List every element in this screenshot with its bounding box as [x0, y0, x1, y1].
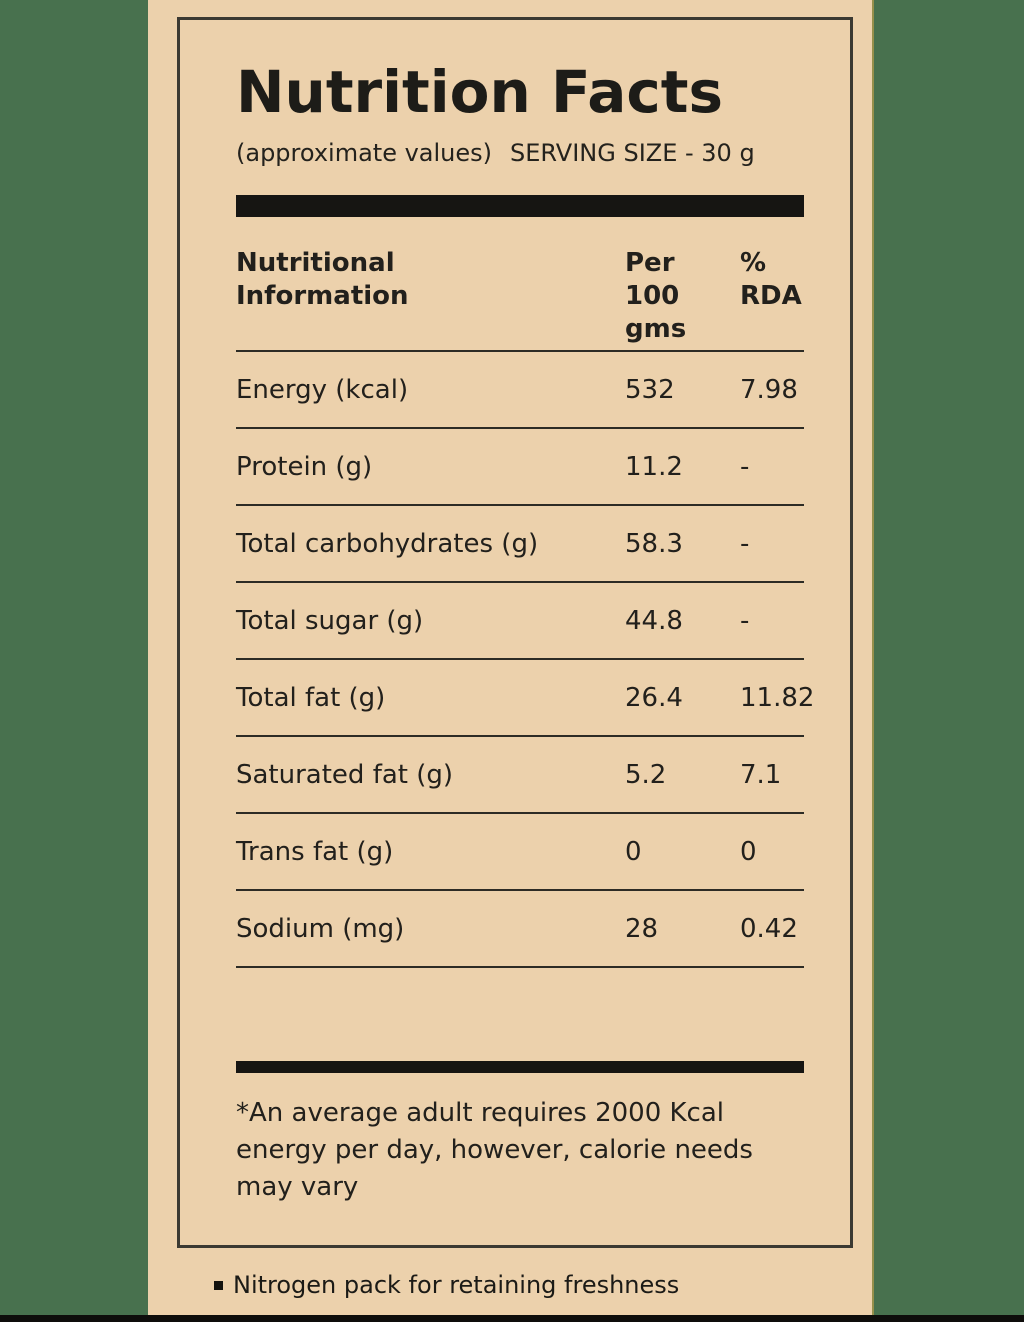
rda-value: 7.1 [740, 759, 782, 790]
top-divider-bar [236, 195, 804, 217]
table-row-energy: Energy (kcal) 532 7.98 [236, 352, 804, 429]
approximate-values-note: (approximate values) [236, 139, 493, 167]
table-row-total-sugar: Total sugar (g) 44.8 - [236, 583, 804, 660]
nitrogen-pack-text: Nitrogen pack for retaining freshness [233, 1271, 680, 1299]
serving-size-text: SERVING SIZE - 30 g [510, 139, 755, 167]
nutrient-name: Energy (kcal) [236, 374, 409, 405]
nutrient-name: Saturated fat (g) [236, 759, 454, 790]
per-100-value: 26.4 [625, 682, 683, 713]
nutrition-facts-box: Nutrition Facts (approximate values) SER… [177, 17, 853, 1248]
label-panel [148, 0, 874, 1322]
nutrient-name: Total carbohydrates (g) [236, 528, 539, 559]
nutrient-name: Total sugar (g) [236, 605, 424, 636]
column-header-per-100-gms: Per 100 gms [625, 248, 687, 344]
table-header-row: Nutritional Information Per 100 gms % RD… [236, 247, 804, 352]
per-100-value: 28 [625, 913, 659, 944]
rda-value: 11.82 [740, 682, 815, 713]
square-bullet-icon [214, 1280, 223, 1290]
table-row-total-fat: Total fat (g) 26.4 11.82 [236, 660, 814, 737]
per-100-value: 532 [625, 374, 675, 405]
calorie-footnote: *An average adult requires 2000 Kcal ene… [236, 1098, 753, 1202]
table-row-sodium: Sodium (mg) 28 0.42 [236, 891, 804, 968]
per-100-value: 44.8 [625, 605, 683, 636]
table-row-protein: Protein (g) 11.2 - [236, 429, 804, 506]
nutrient-name: Trans fat (g) [236, 836, 394, 867]
rda-value: - [740, 528, 750, 559]
bottom-black-strip [0, 1315, 1024, 1322]
rda-value: - [740, 605, 750, 636]
per-100-value: 5.2 [625, 759, 667, 790]
per-100-value: 11.2 [625, 451, 683, 482]
nitrogen-pack-note: Nitrogen pack for retaining freshness [214, 1271, 679, 1299]
nutrient-name: Protein (g) [236, 451, 373, 482]
per-100-value: 0 [625, 836, 642, 867]
nutrient-name: Sodium (mg) [236, 913, 405, 944]
rda-value: - [740, 451, 750, 482]
table-row-trans-fat: Trans fat (g) 0 0 [236, 814, 804, 891]
rda-value: 0.42 [740, 913, 798, 944]
table-row-saturated-fat: Saturated fat (g) 5.2 7.1 [236, 737, 804, 814]
nutrition-facts-title: Nutrition Facts [236, 58, 723, 126]
table-row-total-carbohydrates: Total carbohydrates (g) 58.3 - [236, 506, 804, 583]
rda-value: 0 [740, 836, 757, 867]
bottom-divider-bar [236, 1061, 804, 1073]
label-subtitle: (approximate values) SERVING SIZE - 30 g [236, 138, 796, 168]
rda-value: 7.98 [740, 374, 798, 405]
nutrition-table: Nutritional Information Per 100 gms % RD… [236, 247, 814, 968]
column-header-rda-percent: % RDA [740, 248, 802, 311]
column-header-nutritional-information: Nutritional Information [236, 248, 409, 311]
nutrient-name: Total fat (g) [236, 682, 386, 713]
per-100-value: 58.3 [625, 528, 683, 559]
